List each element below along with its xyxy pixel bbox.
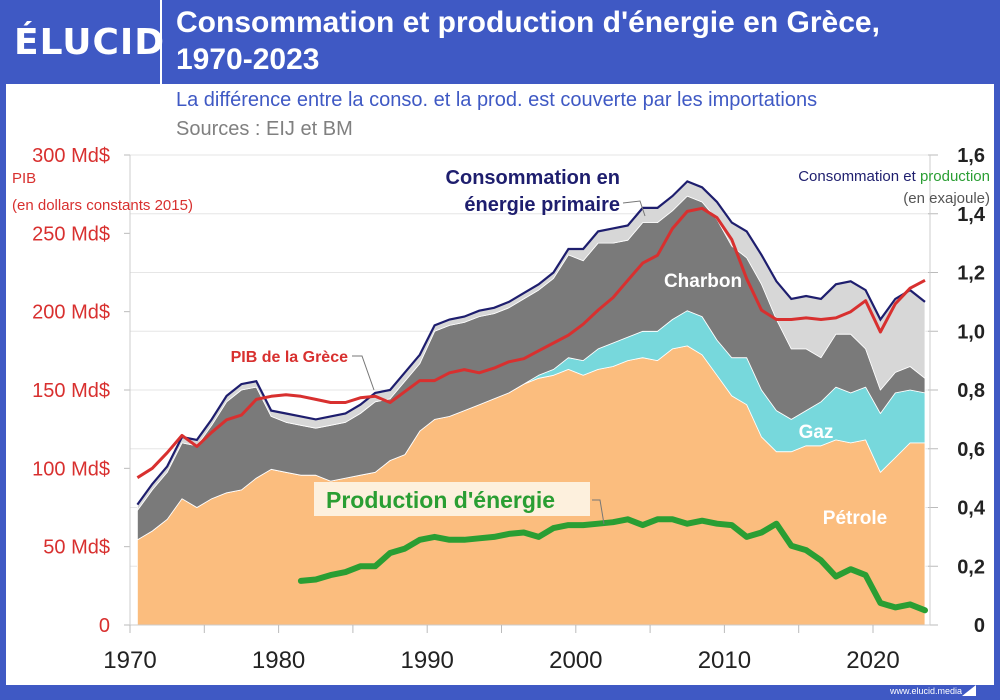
left-axis-sublabel: (en dollars constants 2015) bbox=[12, 197, 193, 214]
production-label-box bbox=[314, 482, 590, 516]
x-axis-tick-label: 1990 bbox=[401, 647, 454, 674]
header-divider bbox=[160, 0, 162, 84]
series-lines bbox=[136, 180, 928, 614]
gdp-label-leader bbox=[352, 355, 375, 391]
footer-url[interactable]: www.elucid.media bbox=[889, 686, 962, 696]
total-label-line2: énergie primaire bbox=[464, 194, 620, 216]
gdp-label: PIB de la Grèce bbox=[231, 349, 348, 366]
right-axis-tick-label: 1,2 bbox=[957, 263, 985, 285]
total-label-line1: Consommation en bbox=[446, 167, 620, 189]
right-axis-tick-label: 0,2 bbox=[957, 556, 985, 578]
x-axis-tick-label: 2000 bbox=[549, 647, 602, 674]
left-axis-tick-label: 0 bbox=[99, 615, 110, 637]
total-label-leader bbox=[622, 200, 646, 217]
right-axis-tick-label: 0,8 bbox=[957, 380, 985, 402]
production-line bbox=[297, 516, 928, 614]
title-line-1: Consommation et production d'énergie en … bbox=[176, 6, 880, 39]
footer-logo-icon bbox=[962, 685, 976, 696]
right-axis-tick-label: 0 bbox=[974, 615, 985, 637]
left-axis-tick-label: 100 Md$ bbox=[32, 458, 110, 480]
title-line-2: 1970-2023 bbox=[176, 43, 320, 76]
right-axis-tick-label: 1,0 bbox=[957, 321, 985, 343]
left-axis-tick-label: 250 Md$ bbox=[32, 223, 110, 245]
production-label: Production d'énergie bbox=[326, 487, 555, 513]
left-axis-tick-label: 200 Md$ bbox=[32, 302, 110, 324]
coal-area-label: Charbon bbox=[664, 271, 742, 292]
header: ÉLUCID Consommation et production d'éner… bbox=[0, 0, 1000, 84]
gas-area-label: Gaz bbox=[799, 422, 834, 443]
right-axis-tick-label: 0,6 bbox=[957, 439, 985, 461]
axes: 0 0,2 0,4 0,6 0,8 1,0 1,2 1,4 1,6 0 50 Md$ 100 Md$ 1… bbox=[32, 145, 986, 674]
chart-title: Consommation et production d'énergie en … bbox=[176, 4, 996, 78]
x-axis-tick-label: 2020 bbox=[846, 647, 899, 674]
right-axis-label-prefix: Consommation et bbox=[798, 168, 920, 185]
left-axis-tick-label: 150 Md$ bbox=[32, 380, 110, 402]
oil-area-label: Pétrole bbox=[823, 508, 887, 529]
chart-subtitle: La différence entre la conso. et la prod… bbox=[176, 89, 817, 111]
right-axis-tick-label: 1,6 bbox=[957, 145, 985, 167]
elucid-logo: ÉLUCID bbox=[14, 22, 166, 63]
chart-source: Sources : EIJ et BM bbox=[176, 118, 353, 140]
right-axis-label-highlight: production bbox=[920, 168, 990, 185]
right-axis-unit: (en exajoule) bbox=[903, 190, 990, 207]
left-axis-tick-label: 50 Md$ bbox=[43, 537, 110, 559]
right-axis-tick-label: 1,4 bbox=[957, 204, 986, 226]
right-axis-label: Consommation et production bbox=[798, 168, 990, 185]
production-label-leader bbox=[592, 499, 605, 525]
left-axis-label: PIB bbox=[12, 170, 36, 187]
x-axis-tick-label: 2010 bbox=[698, 647, 751, 674]
x-axis-tick-label: 1970 bbox=[103, 647, 156, 674]
stacked-areas bbox=[137, 181, 926, 626]
total-consumption-line bbox=[136, 180, 926, 506]
right-axis-tick-label: 0,4 bbox=[957, 498, 986, 520]
left-axis-tick-label: 300 Md$ bbox=[32, 145, 110, 167]
x-axis-tick-label: 1980 bbox=[252, 647, 305, 674]
gdp-line bbox=[136, 206, 926, 479]
